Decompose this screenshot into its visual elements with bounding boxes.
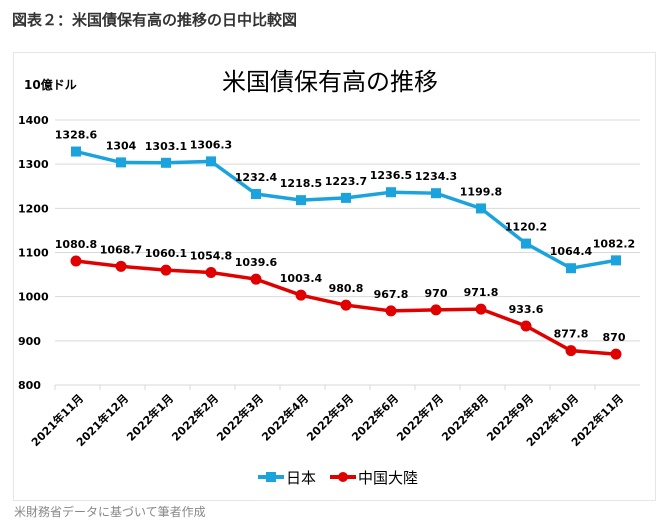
data-label: 1068.7 [100, 243, 142, 256]
data-label: 933.6 [509, 303, 544, 316]
legend-marker-square [266, 472, 276, 482]
y-tick-label: 900 [18, 335, 41, 348]
x-tick-label: 2022年4月 [259, 391, 312, 444]
data-point [295, 289, 307, 301]
data-point [431, 188, 441, 199]
legend-marker-circle [338, 472, 348, 482]
data-point [206, 156, 216, 167]
data-point [161, 157, 171, 168]
x-tick-label: 2022年1月 [124, 391, 177, 444]
y-tick-label: 800 [18, 379, 41, 392]
data-label: 1039.6 [235, 256, 278, 269]
data-point [340, 299, 352, 311]
data-point [385, 305, 397, 317]
data-label: 1328.6 [55, 129, 98, 142]
data-label: 1303.1 [145, 140, 187, 153]
data-label: 1080.8 [55, 238, 97, 251]
data-point [116, 157, 126, 168]
data-point [565, 345, 577, 357]
data-label: 1060.1 [145, 247, 187, 260]
data-point [611, 255, 621, 266]
data-point [566, 263, 576, 274]
data-point [71, 146, 81, 157]
data-point [476, 203, 486, 214]
x-tick-label: 2022年7月 [394, 391, 447, 444]
data-label: 877.8 [554, 328, 589, 341]
data-label: 967.8 [374, 288, 409, 301]
y-tick-label: 1200 [18, 202, 49, 215]
data-label: 1218.5 [280, 177, 322, 190]
x-tick-label: 2022年5月 [304, 391, 357, 444]
data-label: 971.8 [464, 286, 499, 299]
data-label: 1236.5 [370, 169, 412, 182]
legend-label: 中国大陸 [358, 469, 418, 487]
y-tick-label: 1000 [18, 291, 49, 304]
data-label: 1223.7 [325, 175, 367, 188]
data-point [296, 195, 306, 206]
data-point [250, 273, 262, 285]
x-tick-label: 2022年8月 [439, 391, 492, 444]
x-tick-label: 2022年2月 [169, 391, 222, 444]
data-label: 1232.4 [235, 171, 278, 184]
data-label: 1234.3 [415, 170, 457, 183]
data-label: 980.8 [329, 282, 364, 295]
data-label: 1199.8 [460, 185, 502, 198]
source-caption: 米財務省データに基づいて筆者作成 [14, 505, 206, 519]
x-tick-label: 2022年3月 [214, 391, 267, 444]
x-tick-label: 2022年6月 [349, 391, 402, 444]
data-point [475, 303, 487, 315]
data-label: 1064.4 [550, 245, 593, 258]
data-label: 870 [603, 331, 626, 344]
data-label: 1003.4 [280, 272, 323, 285]
y-axis-unit-label: 10億ドル [24, 77, 77, 92]
data-label: 1120.2 [505, 221, 547, 234]
y-tick-label: 1100 [18, 247, 49, 260]
data-point [205, 266, 217, 278]
legend-label: 日本 [286, 469, 316, 487]
data-point [610, 348, 622, 360]
data-label: 1082.2 [593, 237, 635, 250]
chart-title: 米国債保有高の推移 [222, 68, 438, 96]
y-tick-label: 1400 [18, 114, 49, 127]
data-label: 970 [425, 287, 448, 300]
data-point [70, 255, 82, 267]
data-point [520, 320, 532, 332]
y-tick-label: 1300 [18, 158, 49, 171]
data-point [251, 189, 261, 200]
figure-title: 図表２：米国債保有高の推移の日中比較図 [12, 11, 298, 29]
data-point [115, 260, 127, 272]
data-point [160, 264, 172, 276]
data-point [386, 187, 396, 198]
data-label: 1054.8 [190, 249, 232, 262]
data-point [430, 304, 442, 316]
chart-frame [13, 52, 656, 501]
data-label: 1304 [106, 139, 137, 152]
data-label: 1306.3 [190, 138, 232, 151]
data-point [341, 192, 351, 203]
data-point [521, 238, 531, 249]
